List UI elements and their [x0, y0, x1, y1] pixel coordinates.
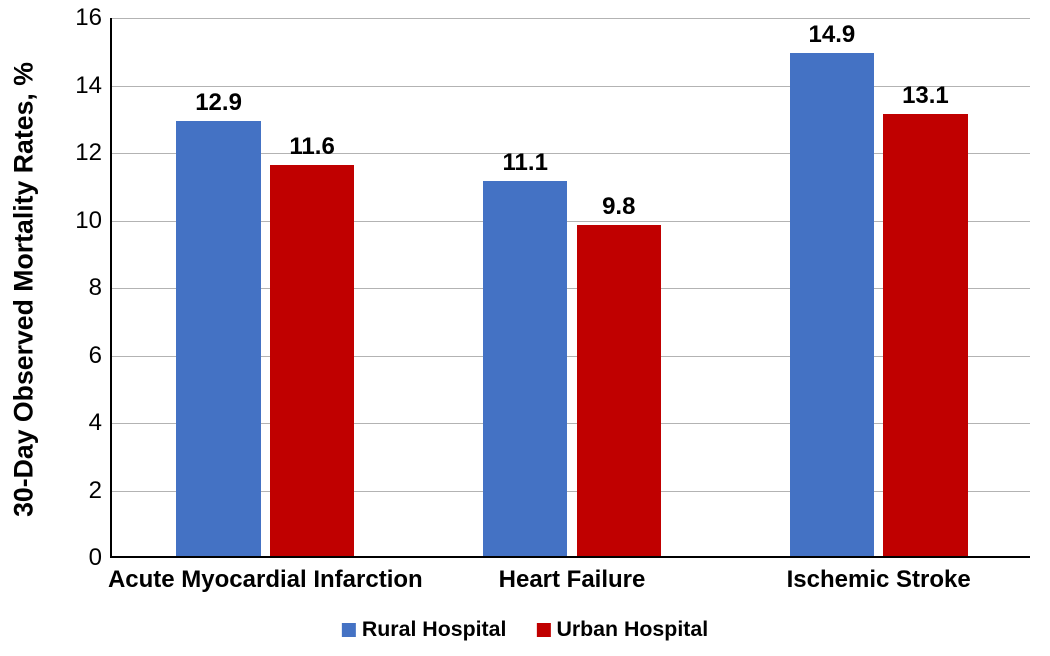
bar — [883, 114, 967, 556]
y-tick-label: 2 — [89, 477, 112, 505]
plot-area: 12.911.611.19.814.913.1 0246810121416Acu… — [110, 18, 1030, 558]
legend-swatch — [536, 623, 550, 637]
bar — [483, 181, 567, 556]
y-tick-label: 10 — [75, 207, 112, 235]
bar-value-label: 14.9 — [809, 21, 856, 49]
bar-value-label: 9.8 — [602, 193, 635, 221]
y-tick-label: 14 — [75, 72, 112, 100]
y-axis-title: 30-Day Observed Mortality Rates, % — [9, 20, 40, 560]
legend-label: Rural Hospital — [362, 617, 507, 642]
y-tick-label: 6 — [89, 342, 112, 370]
x-category-label: Acute Myocardial Infarction — [108, 556, 423, 594]
legend: Rural Hospital Urban Hospital — [342, 617, 708, 642]
x-category-label: Ischemic Stroke — [787, 556, 971, 594]
legend-item: Rural Hospital — [342, 617, 507, 642]
legend-item: Urban Hospital — [536, 617, 708, 642]
bar-value-label: 11.1 — [503, 149, 548, 177]
bar — [790, 53, 874, 556]
bar-value-label: 12.9 — [195, 89, 242, 117]
bar — [176, 121, 260, 556]
legend-label: Urban Hospital — [556, 617, 708, 642]
y-tick-label: 8 — [89, 274, 112, 302]
legend-swatch — [342, 623, 356, 637]
bar-value-label: 13.1 — [902, 82, 949, 110]
y-tick-label: 4 — [89, 409, 112, 437]
x-category-label: Heart Failure — [499, 556, 646, 594]
bars-layer: 12.9 11.6 11.1 9.8 14.9 13.1 — [112, 18, 1030, 556]
y-tick-label: 16 — [75, 4, 112, 32]
bar — [577, 225, 661, 556]
y-tick-label: 12 — [75, 139, 112, 167]
bar — [270, 165, 354, 557]
mortality-bar-chart: 30-Day Observed Mortality Rates, % 12.91… — [0, 0, 1050, 656]
bar-value-label: 11.6 — [289, 133, 334, 161]
